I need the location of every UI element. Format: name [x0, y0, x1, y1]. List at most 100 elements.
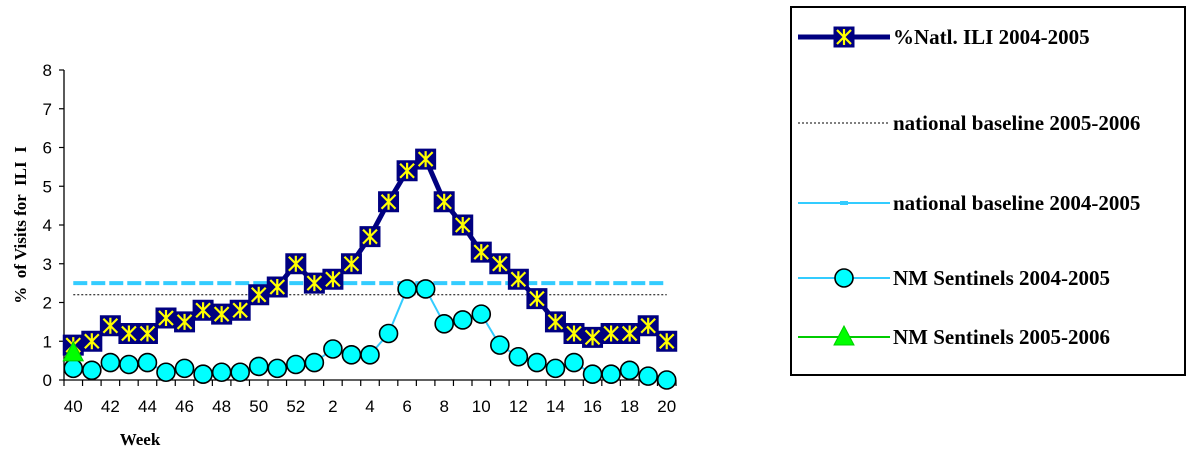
y-tick-label: 0 — [43, 371, 52, 390]
data-point — [266, 276, 288, 298]
x-tick-label: 44 — [138, 397, 157, 416]
data-point-asterisk — [195, 302, 211, 319]
x-tick-label: 4 — [365, 397, 374, 416]
y-tick-label: 2 — [43, 294, 52, 313]
legend-swatch — [798, 122, 890, 124]
data-point — [303, 272, 325, 294]
data-point — [507, 268, 529, 290]
data-point-asterisk — [529, 290, 545, 307]
y-axis-title: % of Visits for ILI I — [11, 146, 30, 304]
data-point — [193, 364, 213, 384]
y-tick-label: 7 — [43, 100, 52, 119]
data-point — [174, 358, 195, 379]
data-point-asterisk — [566, 325, 582, 342]
x-tick-label: 46 — [175, 397, 194, 416]
y-tick-label: 8 — [43, 61, 52, 80]
data-point-asterisk — [640, 317, 656, 334]
legend-dash-marker — [840, 201, 848, 205]
data-point — [600, 323, 622, 344]
legend-swatch — [798, 26, 890, 48]
data-point — [638, 366, 658, 386]
data-point — [99, 315, 121, 337]
data-point — [211, 362, 232, 383]
chart-series-layer — [62, 148, 678, 390]
data-point-asterisk — [158, 310, 174, 326]
data-point — [601, 364, 621, 384]
data-point — [433, 191, 455, 213]
legend-label: %Natl. ILI 2004-2005 — [893, 25, 1090, 49]
x-tick-label: 20 — [657, 397, 676, 416]
data-point-asterisk — [102, 317, 119, 334]
data-point — [267, 358, 288, 379]
data-point-asterisk — [343, 255, 360, 272]
data-point — [62, 340, 85, 362]
data-point — [564, 352, 584, 373]
y-tick-label: 1 — [43, 332, 52, 351]
y-tick-label: 3 — [43, 255, 52, 274]
data-point — [136, 323, 158, 344]
data-point — [619, 323, 641, 344]
data-point-asterisk — [362, 228, 378, 245]
data-point — [341, 345, 362, 365]
data-point-asterisk — [213, 306, 230, 323]
data-point — [211, 303, 233, 325]
data-point-asterisk — [603, 325, 619, 342]
data-point-asterisk — [510, 271, 527, 288]
x-tick-label: 40 — [64, 397, 83, 416]
data-point — [304, 352, 325, 373]
x-axis-title: Week — [120, 430, 161, 449]
data-point-asterisk — [306, 275, 323, 292]
data-point — [100, 352, 121, 373]
data-point-asterisk — [250, 286, 267, 303]
data-point — [452, 214, 474, 236]
y-tick-label: 5 — [43, 177, 52, 196]
data-point-asterisk — [492, 255, 508, 272]
data-point — [82, 360, 102, 381]
data-point-asterisk — [269, 279, 286, 295]
legend-label: NM Sentinels 2004-2005 — [893, 266, 1110, 290]
data-point — [63, 358, 84, 379]
series-4 — [62, 340, 85, 362]
legend-marker — [833, 324, 855, 346]
data-point — [248, 356, 269, 377]
data-point — [137, 352, 158, 373]
data-point — [286, 354, 306, 375]
data-point — [322, 268, 344, 290]
data-point-asterisk — [325, 271, 341, 288]
x-tick-label: 18 — [620, 397, 639, 416]
data-point — [508, 346, 529, 367]
data-point-asterisk — [547, 313, 564, 330]
data-point — [248, 284, 270, 306]
y-tick-label: 4 — [43, 216, 52, 235]
data-point — [340, 253, 362, 275]
data-point-asterisk — [380, 193, 397, 210]
x-tick-label: 50 — [249, 397, 268, 416]
data-point-asterisk — [176, 313, 193, 330]
data-point — [656, 370, 677, 390]
data-point-asterisk — [473, 244, 490, 261]
legend-marker — [834, 268, 854, 288]
x-tick-label: 8 — [439, 397, 448, 416]
x-tick-label: 14 — [546, 397, 565, 416]
data-point — [471, 304, 492, 324]
data-point-asterisk — [454, 217, 471, 233]
data-point — [452, 310, 473, 330]
x-tick-label: 12 — [509, 397, 528, 416]
data-point-asterisk — [621, 325, 638, 342]
data-point — [81, 330, 103, 352]
data-point — [229, 299, 251, 321]
data-point — [544, 311, 566, 333]
x-tick-label: 52 — [286, 397, 305, 416]
y-tick-label: 6 — [43, 139, 52, 158]
data-point — [470, 241, 492, 263]
data-point — [490, 335, 510, 355]
legend-swatch — [798, 324, 890, 346]
data-point-asterisk — [232, 302, 248, 319]
x-tick-label: 10 — [472, 397, 491, 416]
data-point — [118, 323, 140, 344]
data-point-asterisk — [139, 325, 156, 342]
chart-legend: %Natl. ILI 2004-2005 national baseline 20… — [790, 6, 1186, 376]
series-0 — [62, 148, 678, 356]
data-point — [230, 362, 250, 383]
